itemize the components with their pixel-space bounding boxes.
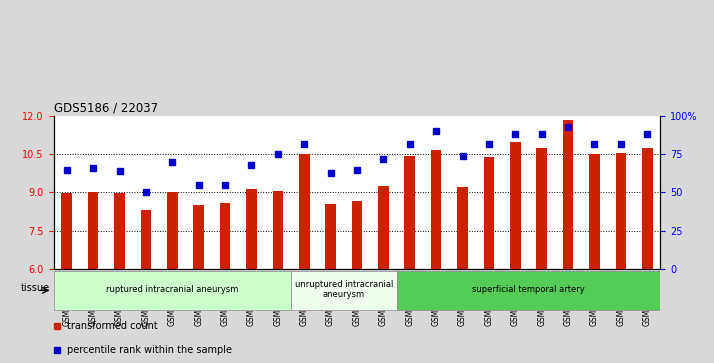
Text: unruptured intracranial
aneurysm: unruptured intracranial aneurysm	[295, 280, 393, 299]
Bar	[563, 120, 573, 269]
Bar	[299, 154, 309, 269]
Bar	[589, 154, 600, 269]
Bar	[457, 187, 468, 269]
Bar	[114, 193, 125, 269]
Text: tissue: tissue	[21, 283, 50, 293]
Bar	[54, 271, 291, 310]
Bar	[167, 192, 178, 269]
Bar	[88, 192, 99, 269]
Bar	[246, 189, 257, 269]
Bar	[510, 142, 521, 269]
Bar	[378, 186, 388, 269]
Bar	[536, 148, 547, 269]
Bar	[396, 271, 660, 310]
Text: transformed count: transformed count	[67, 321, 158, 331]
Bar	[405, 155, 415, 269]
Bar	[61, 193, 72, 269]
Text: ruptured intracranial aneurysm: ruptured intracranial aneurysm	[106, 285, 238, 294]
Bar	[273, 191, 283, 269]
Text: percentile rank within the sample: percentile rank within the sample	[67, 345, 232, 355]
Bar	[220, 203, 231, 269]
Bar	[193, 205, 204, 269]
Bar	[326, 204, 336, 269]
Text: GDS5186 / 22037: GDS5186 / 22037	[54, 102, 158, 115]
Bar	[352, 201, 362, 269]
Bar	[431, 150, 441, 269]
Bar	[291, 271, 396, 310]
Bar	[483, 157, 494, 269]
Bar	[642, 148, 653, 269]
Bar	[141, 210, 151, 269]
Text: superficial temporal artery: superficial temporal artery	[472, 285, 585, 294]
Bar	[615, 153, 626, 269]
